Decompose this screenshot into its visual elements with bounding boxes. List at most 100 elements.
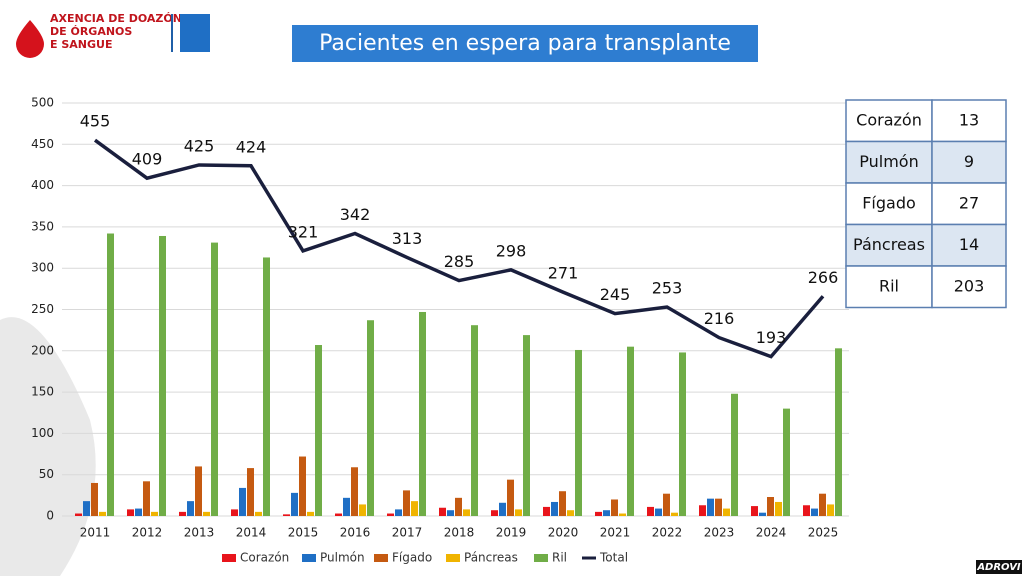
table-text: 203	[954, 276, 985, 295]
table-cell	[931, 140, 1007, 184]
legend-label: Pulmón	[320, 551, 365, 565]
y-tick-label: 350	[31, 219, 54, 233]
table-cell	[845, 182, 933, 226]
bar	[195, 466, 202, 516]
bar	[359, 504, 366, 516]
bar	[767, 497, 774, 516]
y-tick-label: 0	[46, 509, 54, 523]
bar	[439, 507, 446, 516]
bar	[819, 493, 826, 516]
bar	[343, 497, 350, 516]
bar	[107, 233, 114, 516]
bar	[627, 346, 634, 516]
bar	[803, 505, 810, 516]
bar	[187, 501, 194, 516]
bar	[671, 512, 678, 516]
bar	[75, 513, 82, 516]
bar	[499, 502, 506, 516]
data-label: 424	[236, 137, 267, 156]
table-text: Páncreas	[853, 235, 925, 254]
bar	[367, 320, 374, 516]
data-label: 285	[444, 252, 475, 271]
table-text: 14	[959, 235, 979, 254]
data-label: 409	[132, 150, 163, 169]
x-tick-label: 2013	[184, 526, 215, 540]
bar	[603, 510, 610, 516]
x-tick-label: 2021	[600, 526, 631, 540]
bar	[403, 490, 410, 516]
watermark: ADROVI	[976, 562, 1021, 573]
y-tick-label: 200	[31, 343, 54, 357]
legend-label: Ril	[552, 551, 567, 565]
x-tick-label: 2012	[132, 526, 163, 540]
x-tick-label: 2018	[444, 526, 475, 540]
y-tick-label: 500	[31, 96, 54, 110]
data-label: 271	[548, 264, 579, 283]
bar	[835, 348, 842, 516]
x-tick-label: 2016	[340, 526, 371, 540]
chart-title: Pacientes en espera para transplante	[319, 31, 731, 56]
bar	[299, 456, 306, 516]
bar	[575, 349, 582, 516]
bar	[351, 467, 358, 516]
x-tick-label: 2015	[288, 526, 319, 540]
bar	[387, 513, 394, 516]
bar	[699, 505, 706, 516]
x-tick-label: 2024	[756, 526, 787, 540]
data-label: 342	[340, 205, 371, 224]
x-tick-label: 2020	[548, 526, 579, 540]
bar	[595, 511, 602, 516]
bar	[315, 345, 322, 516]
legend-swatch	[534, 554, 548, 562]
y-tick-label: 450	[31, 137, 54, 151]
bar	[811, 508, 818, 516]
y-tick-label: 150	[31, 385, 54, 399]
bar	[611, 499, 618, 516]
bar	[827, 504, 834, 516]
bar	[551, 501, 558, 516]
bar	[211, 242, 218, 516]
data-label: 425	[184, 136, 215, 155]
legend-swatch	[222, 554, 236, 562]
bar	[127, 509, 134, 516]
bar	[411, 501, 418, 516]
y-tick-label: 400	[31, 178, 54, 192]
bar	[419, 311, 426, 516]
x-tick-label: 2022	[652, 526, 683, 540]
logo-text: E SANGUE	[50, 38, 112, 51]
bar	[715, 498, 722, 516]
bar	[515, 509, 522, 516]
table-text: 13	[959, 110, 979, 129]
table-cell	[845, 265, 933, 309]
table-text: 9	[964, 152, 974, 171]
bar	[263, 257, 270, 516]
bar	[91, 482, 98, 516]
bar	[507, 479, 514, 516]
table-text: 27	[959, 193, 979, 212]
bar	[307, 511, 314, 516]
bar	[775, 501, 782, 516]
bar	[559, 491, 566, 516]
data-label: 455	[80, 112, 111, 131]
bar	[395, 509, 402, 516]
data-label: 216	[704, 309, 735, 328]
bar	[783, 408, 790, 516]
x-tick-label: 2019	[496, 526, 527, 540]
data-label: 321	[288, 222, 319, 241]
y-tick-label: 250	[31, 302, 54, 316]
bar	[231, 509, 238, 516]
bar	[247, 468, 254, 516]
bar	[567, 510, 574, 516]
x-tick-label: 2011	[80, 526, 111, 540]
bar	[335, 513, 342, 516]
data-label: 245	[600, 285, 631, 304]
bar	[179, 511, 186, 516]
bar	[203, 511, 210, 516]
logo-drop	[16, 20, 44, 58]
bar	[463, 509, 470, 516]
bar	[491, 510, 498, 516]
data-label: 253	[652, 279, 683, 298]
y-tick-label: 50	[39, 467, 54, 481]
bar	[663, 493, 670, 516]
y-tick-label: 100	[31, 426, 54, 440]
